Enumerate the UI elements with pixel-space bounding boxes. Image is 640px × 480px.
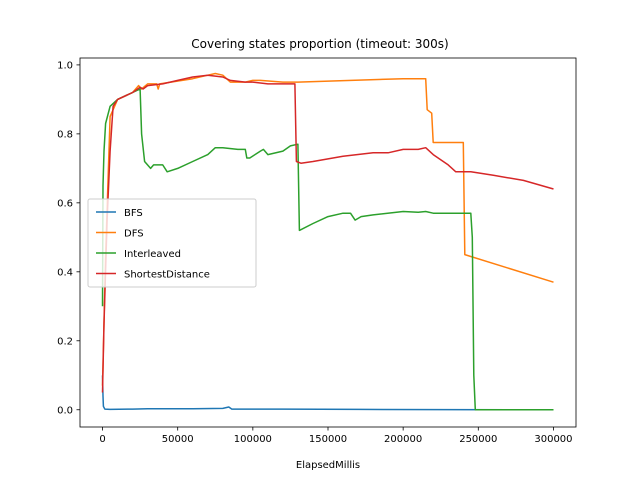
series-line-shortestdistance — [101, 74, 554, 393]
series-layer — [101, 72, 554, 411]
series-line-interleaved — [101, 88, 554, 411]
x-tick-label: 300000 — [534, 434, 572, 445]
chart-title: Covering states proportion (timeout: 300… — [191, 37, 448, 51]
x-tick-label: 200000 — [384, 434, 422, 445]
x-tick-label: 50000 — [162, 434, 194, 445]
legend-label-bfs: BFS — [124, 208, 143, 219]
legend-label-interleaved: Interleaved — [124, 249, 181, 260]
y-tick-label: 0.8 — [57, 129, 73, 140]
x-tick-label: 100000 — [234, 434, 272, 445]
axes-layer: 0 50000 100000 150000 200000 250000 300000 0.0 0… — [57, 57, 577, 445]
y-tick-label: 0.2 — [57, 336, 73, 347]
x-axis-label: ElapsedMillis — [296, 460, 360, 471]
x-tick-label: 150000 — [309, 434, 347, 445]
legend: BFS DFS Interleaved ShortestDistance — [87, 198, 257, 288]
x-tick-label: 250000 — [459, 434, 497, 445]
y-tick-label: 0.6 — [57, 198, 73, 209]
x-tick-label: 0 — [99, 434, 105, 445]
legend-box — [87, 198, 257, 288]
legend-label-shortestdistance: ShortestDistance — [124, 270, 210, 281]
y-tick-label: 0.0 — [57, 405, 73, 416]
y-tick-label: 1.0 — [57, 60, 73, 71]
y-tick-label: 0.4 — [57, 267, 73, 278]
series-line-dfs — [101, 72, 554, 386]
series-line-bfs — [101, 375, 554, 411]
legend-label-dfs: DFS — [124, 229, 144, 240]
series-lines — [101, 72, 554, 411]
